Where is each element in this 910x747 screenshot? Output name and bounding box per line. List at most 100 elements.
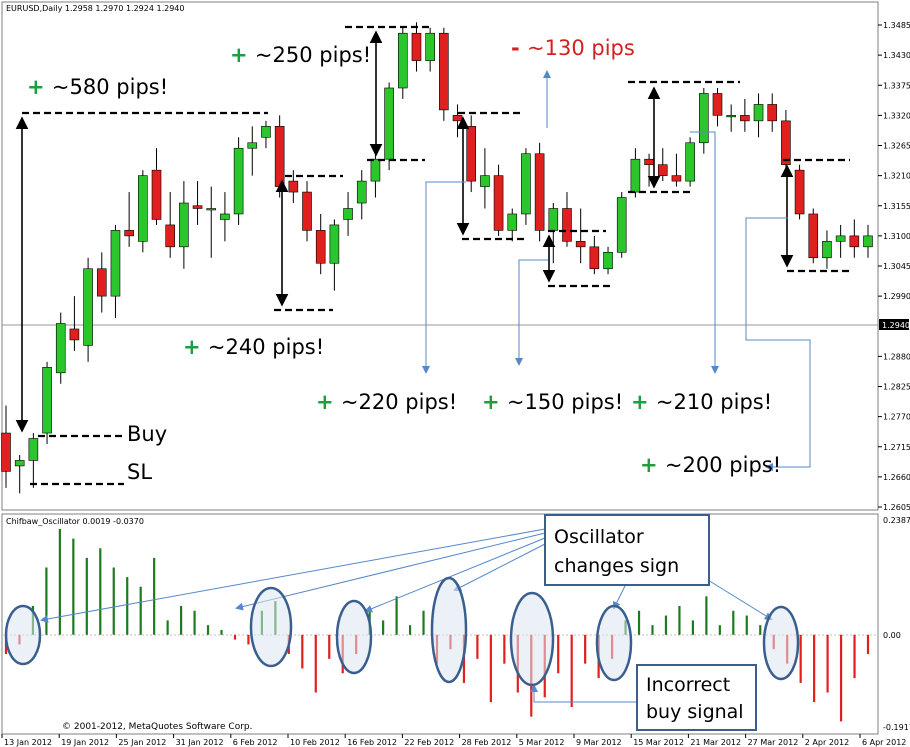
oscillator-tick-label: -0.1917 <box>883 723 910 732</box>
candle <box>110 224 121 319</box>
level-lines <box>22 25 850 486</box>
candle <box>603 246 613 275</box>
pip-annotation: + ~200 pips! <box>640 453 781 477</box>
pip-annotation: - ~130 pips <box>511 36 635 60</box>
candle <box>302 181 312 242</box>
connector-arrows <box>40 70 811 703</box>
time-tick-label: 9 Mar 2012 <box>576 738 622 747</box>
price-tick-label: 1.3100 <box>883 232 910 241</box>
oscillator-tick-label: 0.00 <box>883 631 901 640</box>
candle <box>151 148 162 225</box>
candle <box>630 148 641 198</box>
pip-annotation: + ~220 pips! <box>316 390 457 414</box>
candle <box>14 454 25 494</box>
candle <box>671 153 682 187</box>
time-tick-label: 25 Jan 2012 <box>118 738 166 747</box>
oscillator-axis: 0.2387 0.00 -0.1917 <box>883 516 910 732</box>
price-tick-label: 1.2605 <box>883 503 910 512</box>
candle <box>712 87 723 127</box>
price-tick-label: 1.3265 <box>883 142 910 151</box>
candle <box>247 126 258 176</box>
candle <box>808 208 819 264</box>
candle <box>753 93 764 138</box>
candle <box>534 142 545 242</box>
price-tick-label: 1.2990 <box>883 292 910 301</box>
time-tick-label: 21 Mar 2012 <box>690 738 741 747</box>
oscillator-tick-label: 0.2387 <box>883 516 910 525</box>
candle <box>83 257 93 362</box>
candle <box>192 181 203 225</box>
time-tick-label: 27 Mar 2012 <box>748 738 799 747</box>
sl-marker: SL <box>127 460 152 484</box>
oscillator-pane-title: Chifbaw_Oscillator 0.0019 -0.0370 <box>6 517 144 526</box>
candle <box>822 230 832 269</box>
svg-text:Oscillator: Oscillator <box>554 526 644 548</box>
price-tick-label: 1.3155 <box>883 202 910 211</box>
time-tick-label: 31 Jan 2012 <box>176 738 224 747</box>
pip-annotation: + ~150 pips! <box>482 390 623 414</box>
candle <box>411 22 422 72</box>
price-tick-label: 1.3430 <box>883 51 910 60</box>
candle <box>28 433 39 488</box>
time-tick-label: 2 Apr 2012 <box>805 738 849 747</box>
candle <box>42 361 52 445</box>
price-pane-title: EURUSD,Daily 1.2958 1.2970 1.2924 1.2940 <box>6 4 185 13</box>
oscillator-callout: Oscillator changes sign <box>544 514 710 586</box>
candle <box>493 164 504 236</box>
time-tick-label: 22 Feb 2012 <box>404 738 454 747</box>
candle <box>562 192 572 247</box>
candle <box>1 405 11 488</box>
price-tick-label: 1.3320 <box>883 111 910 120</box>
time-tick-label: 6 Apr 2012 <box>862 738 906 747</box>
current-price-tag: 1.2940 <box>879 319 910 330</box>
candle <box>835 224 846 258</box>
candle <box>726 104 736 132</box>
price-tick-label: 1.2660 <box>883 473 910 482</box>
candle <box>425 27 435 72</box>
price-tick-label: 1.3485 <box>883 21 910 30</box>
candle <box>685 137 695 187</box>
time-tick-label: 13 Jan 2012 <box>4 738 52 747</box>
candle <box>69 296 80 351</box>
candle <box>179 181 189 269</box>
price-tick-label: 1.3210 <box>883 172 910 181</box>
candle <box>863 224 873 258</box>
candle <box>220 192 230 242</box>
measure-arrows <box>15 30 794 433</box>
candle <box>521 148 531 225</box>
price-tick-label: 1.2825 <box>883 383 910 392</box>
pip-annotation: + ~210 pips! <box>631 390 772 414</box>
pip-annotation: + ~240 pips! <box>183 335 324 359</box>
sign-change-ellipses <box>4 576 800 687</box>
time-tick-label: 6 Feb 2012 <box>233 738 278 747</box>
candle <box>699 87 709 154</box>
price-tick-label: 1.3045 <box>883 262 910 271</box>
candle <box>165 192 175 258</box>
incorrect-signal-callout: Incorrect buy signal <box>636 664 757 731</box>
candle <box>206 186 217 258</box>
candle <box>315 213 326 275</box>
price-tick-label: 1.2880 <box>883 352 910 361</box>
candle <box>767 93 778 132</box>
time-tick-label: 16 Feb 2012 <box>347 738 397 747</box>
candle <box>575 208 586 264</box>
candle <box>329 219 340 291</box>
time-tick-label: 5 Mar 2012 <box>519 738 565 747</box>
candle <box>740 98 750 132</box>
candle <box>261 120 271 149</box>
candle <box>384 82 394 171</box>
candle <box>794 164 805 220</box>
svg-text:1.2940: 1.2940 <box>882 321 910 330</box>
time-tick-label: 10 Feb 2012 <box>290 738 340 747</box>
price-tick-label: 1.3375 <box>883 81 910 90</box>
candle <box>138 170 148 253</box>
svg-text:buy signal: buy signal <box>646 701 744 723</box>
candle <box>507 208 518 242</box>
price-tick-label: 1.2715 <box>883 443 910 452</box>
price-tick-label: 1.2770 <box>883 413 910 422</box>
time-axis: 13 Jan 2012 19 Jan 2012 25 Jan 2012 31 Jan … <box>1 734 906 747</box>
svg-text:Incorrect: Incorrect <box>646 674 730 696</box>
time-tick-label: 28 Feb 2012 <box>462 738 512 747</box>
candle <box>55 312 66 384</box>
